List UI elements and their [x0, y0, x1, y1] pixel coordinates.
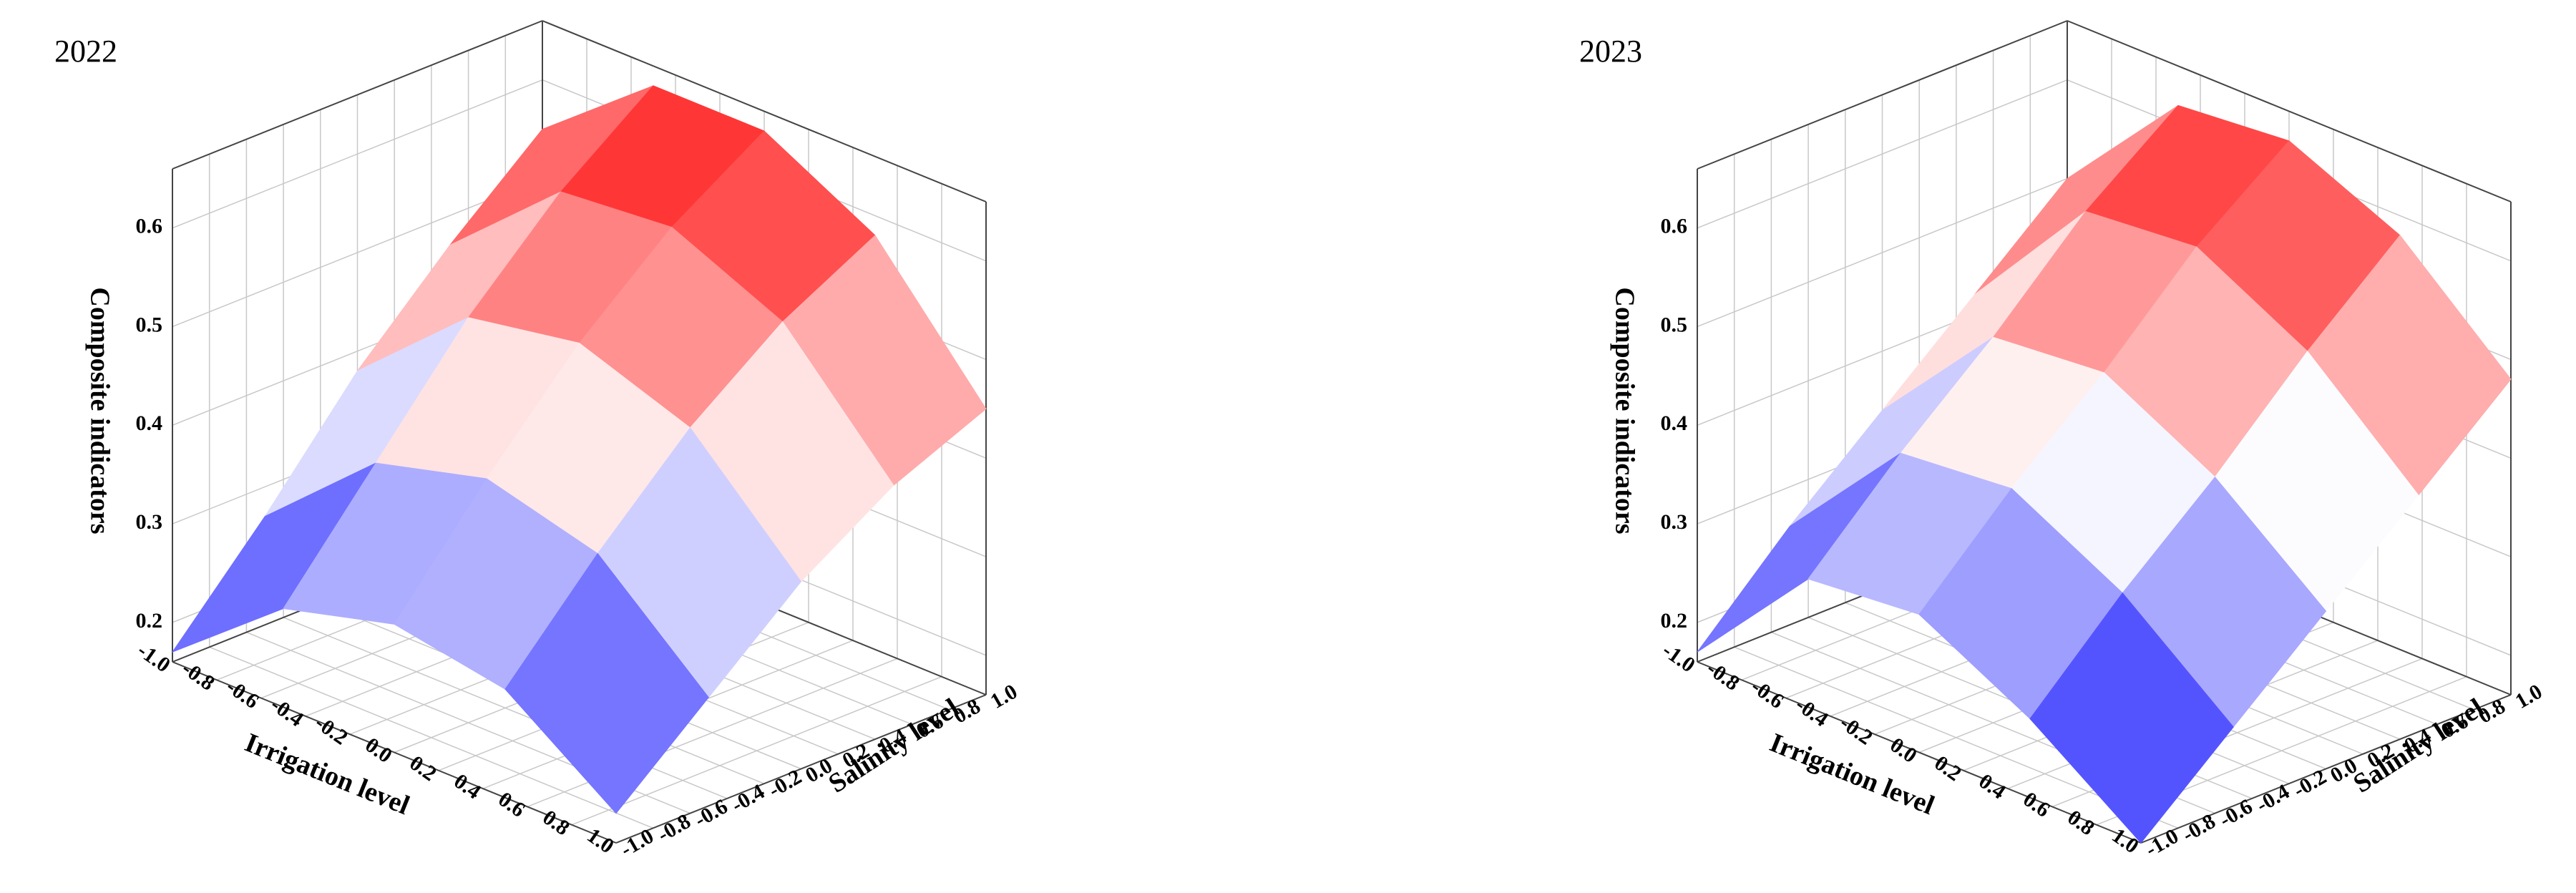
axis-line: [172, 20, 543, 170]
axis-line: [542, 20, 987, 202]
x-tick-label: -0.6: [222, 675, 263, 713]
chart-title: 2023: [1579, 34, 1642, 69]
z-tick-label: 0.6: [1661, 215, 1688, 238]
y-tick-label: -1.0: [616, 824, 658, 862]
x-tick-label: 0.8: [538, 806, 574, 841]
x-tick-label: 0.0: [361, 733, 396, 768]
x-tick-label: -0.2: [1835, 711, 1877, 749]
y-tick-label: -0.4: [2253, 780, 2294, 817]
axis-line: [1697, 661, 2142, 844]
z-tick-label: 0.4: [1661, 411, 1688, 435]
y-tick-label: -0.6: [691, 794, 732, 831]
z-tick-label: 0.5: [136, 313, 163, 336]
y-tick-label: -0.4: [728, 780, 769, 817]
x-tick-label: 0.8: [2063, 806, 2099, 841]
axis-line: [1697, 20, 2068, 170]
x-tick-label: -0.4: [266, 693, 308, 731]
y-tick-label: 1.0: [2511, 680, 2546, 713]
x-tick-label: -0.8: [177, 656, 219, 695]
z-tick-label: 0.2: [136, 609, 163, 633]
x-tick-label: 0.2: [1930, 751, 1966, 786]
x-tick-label: 0.4: [449, 769, 485, 804]
y-tick-label: -0.2: [2289, 765, 2331, 802]
y-tick-label: -0.8: [2178, 809, 2220, 846]
z-tick-label: 0.6: [136, 215, 163, 238]
z-tick-label: 0.3: [136, 510, 163, 534]
z-tick-label: 0.4: [136, 411, 163, 435]
y-tick-label: 1.0: [986, 680, 1021, 713]
axis-line: [2140, 694, 2512, 844]
chart-title: 2022: [54, 34, 117, 69]
y-tick-label: -0.2: [764, 765, 806, 802]
z-axis-label: Composite indicators: [1609, 287, 1639, 534]
x-tick-label: -0.8: [1702, 656, 1744, 695]
z-tick-label: 0.3: [1661, 510, 1688, 534]
surface-facet: [2029, 592, 2234, 844]
grid-line: [571, 676, 942, 826]
z-tick-label: 0.5: [1661, 313, 1688, 336]
surface-facet: [504, 552, 709, 814]
x-tick-label: 1.0: [582, 824, 618, 859]
panel: 0.20.30.40.50.6-1.0 -0.8 -0.6 -0.4 -0.20.00.…: [1579, 20, 2546, 862]
x-tick-label: -0.2: [311, 711, 352, 749]
x-tick-label: 0.0: [1885, 733, 1921, 768]
x-tick-label: 0.6: [2019, 787, 2054, 822]
x-tick-label: -1.0: [1658, 638, 1699, 677]
y-tick-label: -0.8: [653, 809, 695, 846]
x-tick-label: -0.4: [1791, 693, 1833, 731]
x-tick-label: 0.4: [1974, 769, 2010, 804]
y-axis-label: Salinity level: [2348, 693, 2489, 799]
y-tick-label: -0.6: [2215, 794, 2257, 831]
z-axis-label: Composite indicators: [84, 287, 114, 534]
z-tick-label: 0.2: [1661, 609, 1688, 633]
axis-line: [172, 661, 617, 844]
y-axis-label: Salinity level: [824, 693, 965, 799]
axis-line: [615, 694, 987, 844]
x-tick-label: -0.6: [1747, 675, 1788, 713]
x-tick-label: -1.0: [133, 638, 175, 677]
x-tick-label: 0.6: [494, 787, 530, 822]
x-tick-label: 0.2: [405, 751, 441, 786]
panel: 0.20.30.40.50.6-1.0 -0.8 -0.6 -0.4 -0.20.00.…: [54, 20, 1021, 862]
axis-line: [2067, 20, 2512, 202]
